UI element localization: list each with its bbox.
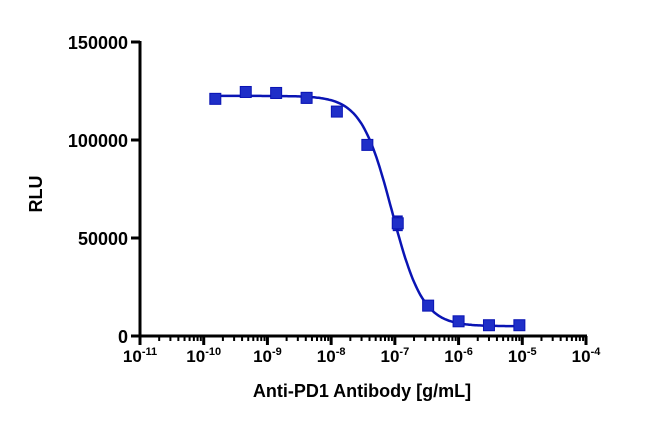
data-point	[391, 217, 404, 230]
y-axis-title: RLU	[26, 176, 46, 213]
data-point	[270, 86, 283, 99]
x-tick-label: 10-5	[508, 346, 537, 366]
x-axis-title: Anti-PD1 Antibody [g/mL]	[253, 381, 471, 401]
x-tick-label: 10-11	[123, 346, 157, 366]
y-axis: 0 50000 100000 150000	[68, 33, 142, 347]
x-tick-label: 10-8	[317, 346, 346, 366]
data-point	[209, 92, 222, 105]
y-tick-label: 50000	[78, 229, 128, 249]
data-point	[452, 315, 465, 328]
x-axis: 10-11 10-10 10-9 10-8 10-7 10-6 10-5 10-4	[123, 334, 602, 366]
x-tick-label: 10-4	[572, 346, 602, 366]
y-tick-label: 0	[118, 327, 128, 347]
data-point	[330, 105, 343, 118]
data-point	[422, 299, 435, 312]
plot-area	[209, 85, 526, 332]
data-point	[361, 138, 374, 151]
data-point	[482, 319, 495, 332]
y-tick-label: 100000	[68, 131, 128, 151]
y-tick-label: 150000	[68, 33, 128, 53]
data-point	[513, 319, 526, 332]
x-tick-label: 10-6	[444, 346, 473, 366]
x-tick-label: 10-9	[253, 346, 282, 366]
data-point	[239, 85, 252, 98]
fit-curve	[215, 94, 520, 328]
x-tick-label: 10-7	[381, 346, 410, 366]
data-point	[300, 91, 313, 104]
x-tick-label: 10-10	[186, 346, 221, 366]
